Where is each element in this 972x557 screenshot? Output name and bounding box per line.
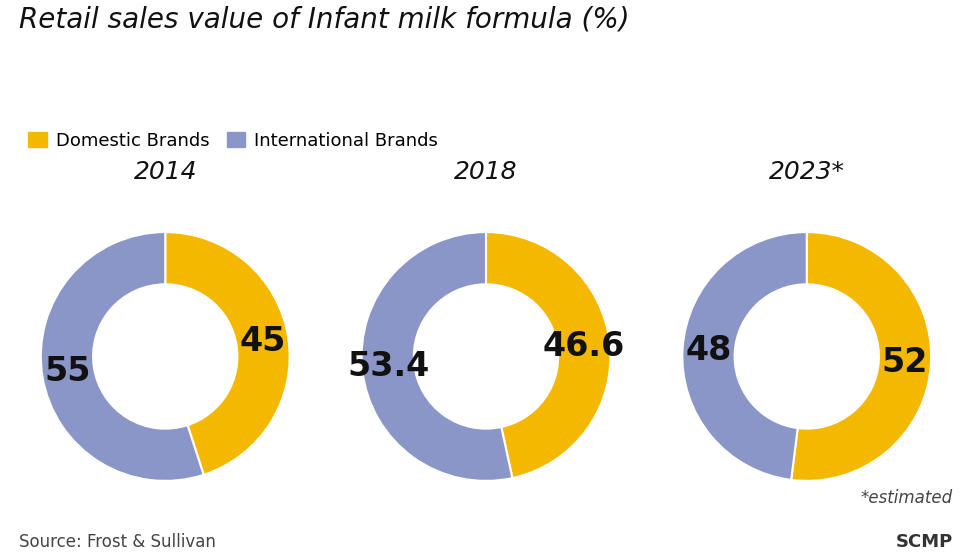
Text: 2023*: 2023* xyxy=(769,160,845,184)
Text: 46.6: 46.6 xyxy=(542,330,625,363)
Text: 55: 55 xyxy=(45,355,91,388)
Text: *estimated: *estimated xyxy=(860,489,953,507)
Wedge shape xyxy=(682,232,807,480)
Text: 53.4: 53.4 xyxy=(347,350,430,383)
Text: 45: 45 xyxy=(239,325,286,358)
Text: SCMP: SCMP xyxy=(895,534,953,551)
Text: Source: Frost & Sullivan: Source: Frost & Sullivan xyxy=(19,534,217,551)
Text: 52: 52 xyxy=(882,346,928,379)
Wedge shape xyxy=(791,232,931,481)
Wedge shape xyxy=(486,232,610,478)
Wedge shape xyxy=(362,232,512,481)
Text: Retail sales value of Infant milk formula (%): Retail sales value of Infant milk formul… xyxy=(19,6,630,33)
Text: 2018: 2018 xyxy=(454,160,518,184)
Text: 2014: 2014 xyxy=(133,160,197,184)
Wedge shape xyxy=(165,232,290,475)
Wedge shape xyxy=(41,232,204,481)
Legend: Domestic Brands, International Brands: Domestic Brands, International Brands xyxy=(28,131,438,150)
Text: 48: 48 xyxy=(685,334,732,367)
